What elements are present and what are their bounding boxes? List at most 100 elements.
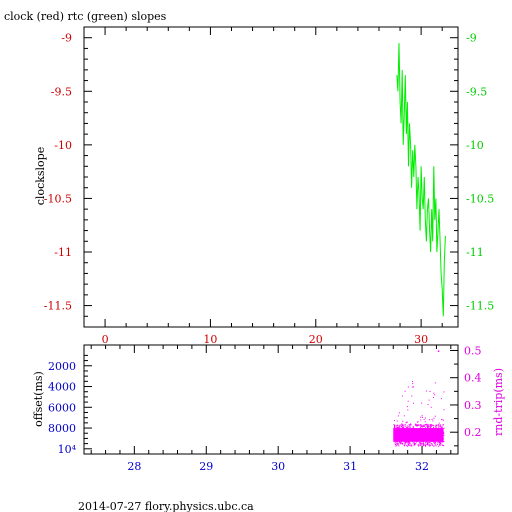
roundtrip-point	[413, 444, 415, 445]
roundtrip-point	[409, 445, 411, 447]
roundtrip-point	[408, 444, 410, 446]
roundtrip-point	[403, 438, 404, 440]
roundtrip-point	[399, 426, 401, 428]
roundtrip-point	[414, 431, 415, 433]
roundtrip-point	[417, 444, 419, 446]
roundtrip-point	[401, 439, 403, 441]
roundtrip-point	[434, 442, 435, 444]
roundtrip-point	[425, 433, 427, 435]
roundtrip-point	[402, 437, 404, 439]
roundtrip-point	[408, 436, 410, 438]
roundtrip-point	[395, 434, 397, 436]
roundtrip-point	[425, 440, 427, 442]
roundtrip-point	[420, 430, 422, 431]
bottom-axis-labels: 28 29 30 31 32 2000 4000 6000 8000 10⁴ 0.5 0.4 0.3 0.…	[48, 344, 482, 473]
bottom-x-tick-label: 30	[271, 460, 285, 473]
roundtrip-point	[397, 428, 399, 430]
roundtrip-point	[402, 433, 404, 435]
roundtrip-point	[405, 428, 407, 430]
roundtrip-point	[409, 435, 411, 437]
roundtrip-point	[429, 442, 431, 444]
roundtrip-point	[432, 440, 434, 442]
roundtrip-point	[400, 441, 402, 443]
roundtrip-point	[438, 426, 440, 428]
roundtrip-outlier	[398, 412, 400, 414]
roundtrip-point	[434, 433, 435, 435]
top-x-tick-label: 10	[203, 333, 217, 346]
roundtrip-point	[427, 442, 429, 444]
footer-text: 2014-07-27 flory.physics.ubc.ca	[78, 500, 254, 512]
roundtrip-outlier	[417, 421, 419, 423]
roundtrip-outlier	[434, 394, 436, 396]
roundtrip-point	[427, 435, 429, 437]
roundtrip-point	[415, 432, 417, 434]
roundtrip-point	[406, 445, 408, 447]
roundtrip-point	[423, 425, 425, 427]
roundtrip-point	[420, 427, 422, 429]
bottom-x-tick-label: 29	[199, 460, 213, 473]
roundtrip-point	[426, 425, 428, 427]
roundtrip-point	[423, 444, 425, 446]
roundtrip-point	[396, 439, 397, 441]
roundtrip-point	[414, 444, 416, 446]
roundtrip-point	[418, 430, 420, 431]
roundtrip-point	[416, 424, 418, 426]
roundtrip-outlier	[438, 422, 440, 424]
roundtrip-point	[423, 424, 425, 426]
roundtrip-point	[438, 436, 440, 438]
roundtrip-point	[433, 429, 435, 431]
roundtrip-point	[418, 445, 420, 447]
roundtrip-point	[442, 434, 444, 436]
roundtrip-point	[398, 434, 400, 436]
roundtrip-point	[439, 440, 440, 442]
bottom-right-y-axis-label: rnd-trip(ms)	[492, 368, 505, 436]
roundtrip-point	[402, 427, 404, 429]
roundtrip-point	[415, 439, 417, 441]
roundtrip-point	[422, 426, 424, 427]
roundtrip-point	[403, 436, 405, 438]
roundtrip-point	[411, 430, 413, 432]
roundtrip-point	[423, 445, 425, 446]
roundtrip-point	[400, 436, 402, 438]
roundtrip-point	[411, 431, 413, 433]
roundtrip-point	[394, 444, 396, 446]
roundtrip-point	[397, 426, 399, 428]
bottom-y-tick-label-right: 0.2	[464, 426, 482, 439]
roundtrip-point	[421, 443, 423, 445]
roundtrip-point	[406, 444, 407, 446]
roundtrip-point	[420, 429, 422, 430]
roundtrip-point	[426, 444, 428, 446]
roundtrip-point	[409, 442, 411, 444]
roundtrip-point	[412, 441, 414, 443]
roundtrip-point	[416, 431, 418, 433]
roundtrip-point	[401, 427, 403, 429]
roundtrip-point	[433, 426, 434, 428]
roundtrip-point	[406, 427, 408, 428]
roundtrip-outlier	[433, 397, 434, 398]
roundtrip-point	[402, 427, 404, 429]
roundtrip-point	[436, 432, 438, 434]
roundtrip-point	[403, 431, 405, 433]
roundtrip-point	[411, 433, 413, 435]
roundtrip-point	[437, 432, 439, 434]
roundtrip-point	[414, 433, 415, 435]
roundtrip-point	[430, 443, 432, 445]
roundtrip-point	[395, 425, 397, 427]
roundtrip-point	[409, 432, 410, 434]
roundtrip-point	[432, 434, 434, 436]
roundtrip-point	[427, 433, 429, 434]
roundtrip-point	[438, 431, 440, 433]
roundtrip-point	[427, 438, 429, 440]
roundtrip-point	[422, 439, 424, 441]
roundtrip-point	[428, 431, 430, 433]
roundtrip-point	[399, 442, 401, 444]
roundtrip-point	[423, 436, 424, 438]
roundtrip-point	[439, 433, 441, 435]
roundtrip-point	[429, 434, 431, 436]
roundtrip-point	[426, 424, 428, 426]
roundtrip-point	[414, 440, 416, 442]
roundtrip-point	[427, 434, 429, 436]
roundtrip-point	[401, 442, 403, 444]
roundtrip-point	[416, 425, 418, 427]
